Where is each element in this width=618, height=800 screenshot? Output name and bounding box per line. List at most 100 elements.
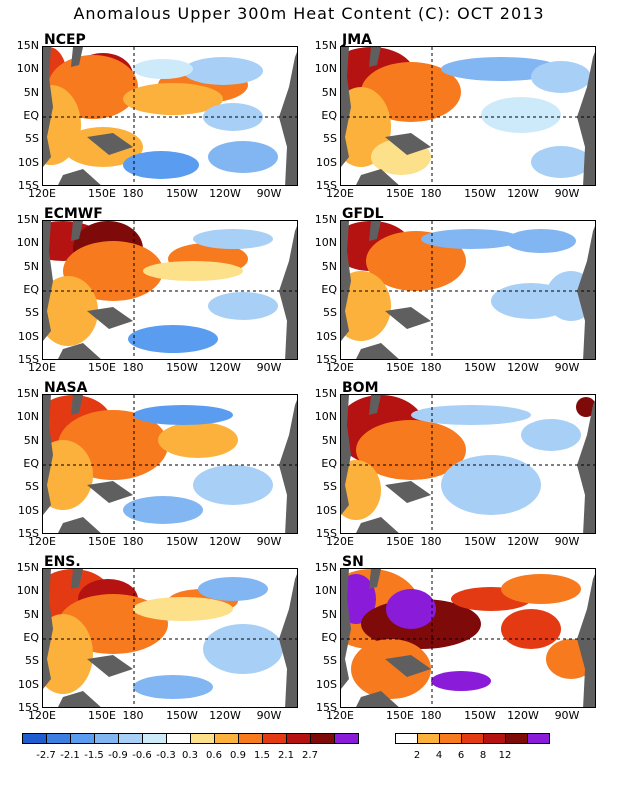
land-asia	[341, 569, 351, 689]
colorbar-anomaly: -2.7 -2.1 -1.5 -0.9 -0.6 -0.3 0.3 0.6 0.9 1.5 2.1 2…	[22, 733, 359, 765]
anomaly-contour	[341, 460, 381, 520]
x-tick-label: 120W	[507, 361, 539, 374]
anomaly-contour	[123, 83, 223, 115]
x-tick-label: 90W	[256, 709, 282, 722]
x-tick-label: 90W	[554, 535, 580, 548]
x-tick-label: 90W	[256, 361, 282, 374]
anomaly-contour	[481, 97, 561, 133]
colorbar-swatch	[118, 733, 143, 744]
x-tick-label: 120W	[209, 361, 241, 374]
anomaly-contour	[123, 496, 203, 524]
map-plot	[42, 568, 298, 708]
anomaly-contour	[43, 614, 93, 694]
anomaly-contour	[506, 229, 576, 253]
y-tick-label: 15N	[16, 387, 39, 400]
colorbar-label: -0.3	[156, 750, 176, 761]
y-tick-label: 15S	[18, 179, 39, 192]
colorbar-label: 0.6	[206, 750, 222, 761]
y-tick-label: 5N	[23, 259, 39, 273]
x-tick-label: 90W	[256, 187, 282, 200]
y-tick-label: 15N	[16, 39, 39, 52]
y-tick-label: 10N	[314, 236, 337, 250]
colorbar-swatch	[483, 733, 506, 744]
y-tick-label: EQ	[321, 457, 337, 470]
x-tick-label: 150E	[386, 709, 414, 722]
colorbar-label: 2.7	[302, 750, 318, 761]
land-americas	[577, 226, 595, 359]
y-tick-label: 5N	[321, 259, 337, 273]
y-tick-label: 5N	[321, 607, 337, 621]
anomaly-contour	[198, 577, 268, 601]
land-philippines	[71, 569, 83, 589]
y-tick-label: 10N	[314, 62, 337, 76]
x-tick-label: 180	[122, 709, 144, 722]
anomaly-contour	[208, 141, 278, 173]
anomaly-contour	[43, 276, 98, 346]
colorbar-label: 6	[457, 750, 465, 761]
colorbar-swatch	[46, 733, 71, 744]
y-tick-label: EQ	[321, 631, 337, 644]
y-tick-label: 5S	[25, 654, 39, 668]
map-svg	[43, 221, 297, 359]
x-tick-label: 90W	[554, 709, 580, 722]
map-svg	[341, 395, 595, 533]
land-new-guinea	[87, 133, 133, 155]
y-tick-label: 15N	[16, 213, 39, 226]
y-tick-label: 5N	[321, 85, 337, 99]
map-svg	[43, 47, 297, 185]
x-tick-label: 150E	[88, 187, 116, 200]
land-americas	[279, 574, 297, 707]
colorbar-swatch	[262, 733, 287, 744]
x-tick-label: 150E	[386, 361, 414, 374]
map-plot	[340, 220, 596, 360]
x-tick-label: 120W	[209, 709, 241, 722]
y-tick-label: 10S	[18, 155, 39, 169]
colorbar-swatch	[94, 733, 119, 744]
colorbar-label: -0.9	[108, 750, 128, 761]
colorbar-swatch	[461, 733, 484, 744]
y-tick-label: 10S	[316, 503, 337, 517]
land-philippines	[71, 47, 83, 67]
y-tick-label: 5S	[323, 654, 337, 668]
x-tick-label: 120E	[28, 709, 56, 722]
x-tick-label: 150E	[386, 535, 414, 548]
y-tick-label: 15S	[18, 353, 39, 366]
colorbar-swatch	[395, 733, 418, 744]
y-tick-label: 10N	[16, 410, 39, 424]
land-asia	[43, 47, 53, 167]
land-philippines	[369, 569, 381, 589]
x-tick-label: 120E	[326, 187, 354, 200]
colorbar-swatch	[190, 733, 215, 744]
x-tick-label: 150W	[464, 187, 496, 200]
colorbar-swatch	[417, 733, 440, 744]
panel-title: ECMWF	[44, 206, 103, 222]
panel-title: NCEP	[44, 32, 86, 48]
anomaly-contour	[441, 57, 561, 81]
y-tick-label: 15S	[18, 701, 39, 714]
colorbar-sn-ratio: 2 4 6 8 12	[395, 733, 550, 765]
y-tick-label: 15S	[316, 527, 337, 540]
anomaly-contour	[521, 419, 581, 451]
land-australia	[356, 169, 399, 185]
y-tick-label: EQ	[23, 109, 39, 122]
land-new-guinea	[87, 307, 133, 329]
x-tick-label: 150E	[88, 709, 116, 722]
y-tick-label: 15S	[316, 701, 337, 714]
colorbar-label: 1.5	[254, 750, 270, 761]
land-asia	[43, 395, 53, 515]
colorbar-label: -2.7	[36, 750, 56, 761]
land-asia	[341, 47, 351, 167]
x-tick-label: 150W	[166, 187, 198, 200]
x-tick-label: 150W	[166, 361, 198, 374]
colorbar-label: 4	[435, 750, 443, 761]
anomaly-contour	[133, 675, 213, 699]
colorbar-label: 12	[498, 750, 512, 761]
y-tick-label: 5N	[23, 433, 39, 447]
x-tick-label: 180	[122, 361, 144, 374]
panel-title: NASA	[44, 380, 88, 396]
y-tick-label: 10S	[18, 329, 39, 343]
land-new-guinea	[385, 133, 431, 155]
colorbar-label: 8	[479, 750, 487, 761]
map-svg	[341, 569, 595, 707]
colorbar-swatch	[505, 733, 528, 744]
